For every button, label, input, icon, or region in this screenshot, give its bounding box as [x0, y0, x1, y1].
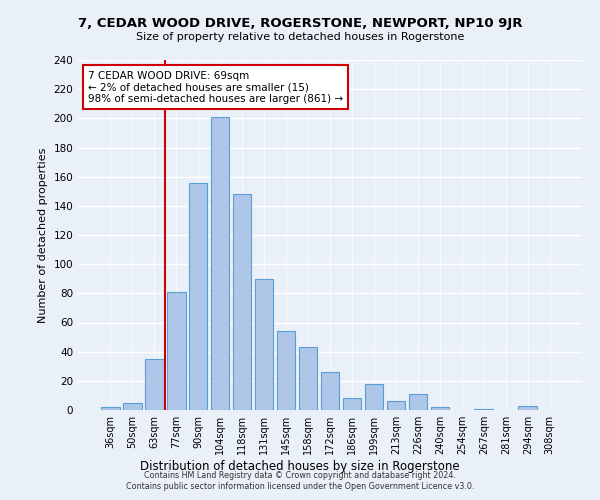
Bar [386, 401, 405, 410]
Bar [101, 407, 119, 410]
Bar [409, 394, 427, 410]
Text: 7, CEDAR WOOD DRIVE, ROGERSTONE, NEWPORT, NP10 9JR: 7, CEDAR WOOD DRIVE, ROGERSTONE, NEWPORT… [78, 18, 522, 30]
Bar [255, 279, 274, 410]
Text: 7 CEDAR WOOD DRIVE: 69sqm
← 2% of detached houses are smaller (15)
98% of semi-d: 7 CEDAR WOOD DRIVE: 69sqm ← 2% of detach… [88, 70, 343, 104]
Bar [365, 384, 383, 410]
Text: Distribution of detached houses by size in Rogerstone: Distribution of detached houses by size … [140, 460, 460, 473]
Bar [475, 408, 493, 410]
Text: Size of property relative to detached houses in Rogerstone: Size of property relative to detached ho… [136, 32, 464, 42]
Y-axis label: Number of detached properties: Number of detached properties [38, 148, 48, 322]
Bar [123, 402, 142, 410]
Bar [320, 372, 340, 410]
Bar [299, 348, 317, 410]
Bar [518, 406, 537, 410]
Bar [343, 398, 361, 410]
Bar [145, 359, 164, 410]
Bar [189, 182, 208, 410]
Bar [233, 194, 251, 410]
Bar [167, 292, 185, 410]
Bar [431, 407, 449, 410]
Bar [211, 117, 229, 410]
Text: Contains HM Land Registry data © Crown copyright and database right 2024.: Contains HM Land Registry data © Crown c… [144, 470, 456, 480]
Bar [277, 331, 295, 410]
Text: Contains public sector information licensed under the Open Government Licence v3: Contains public sector information licen… [126, 482, 474, 491]
